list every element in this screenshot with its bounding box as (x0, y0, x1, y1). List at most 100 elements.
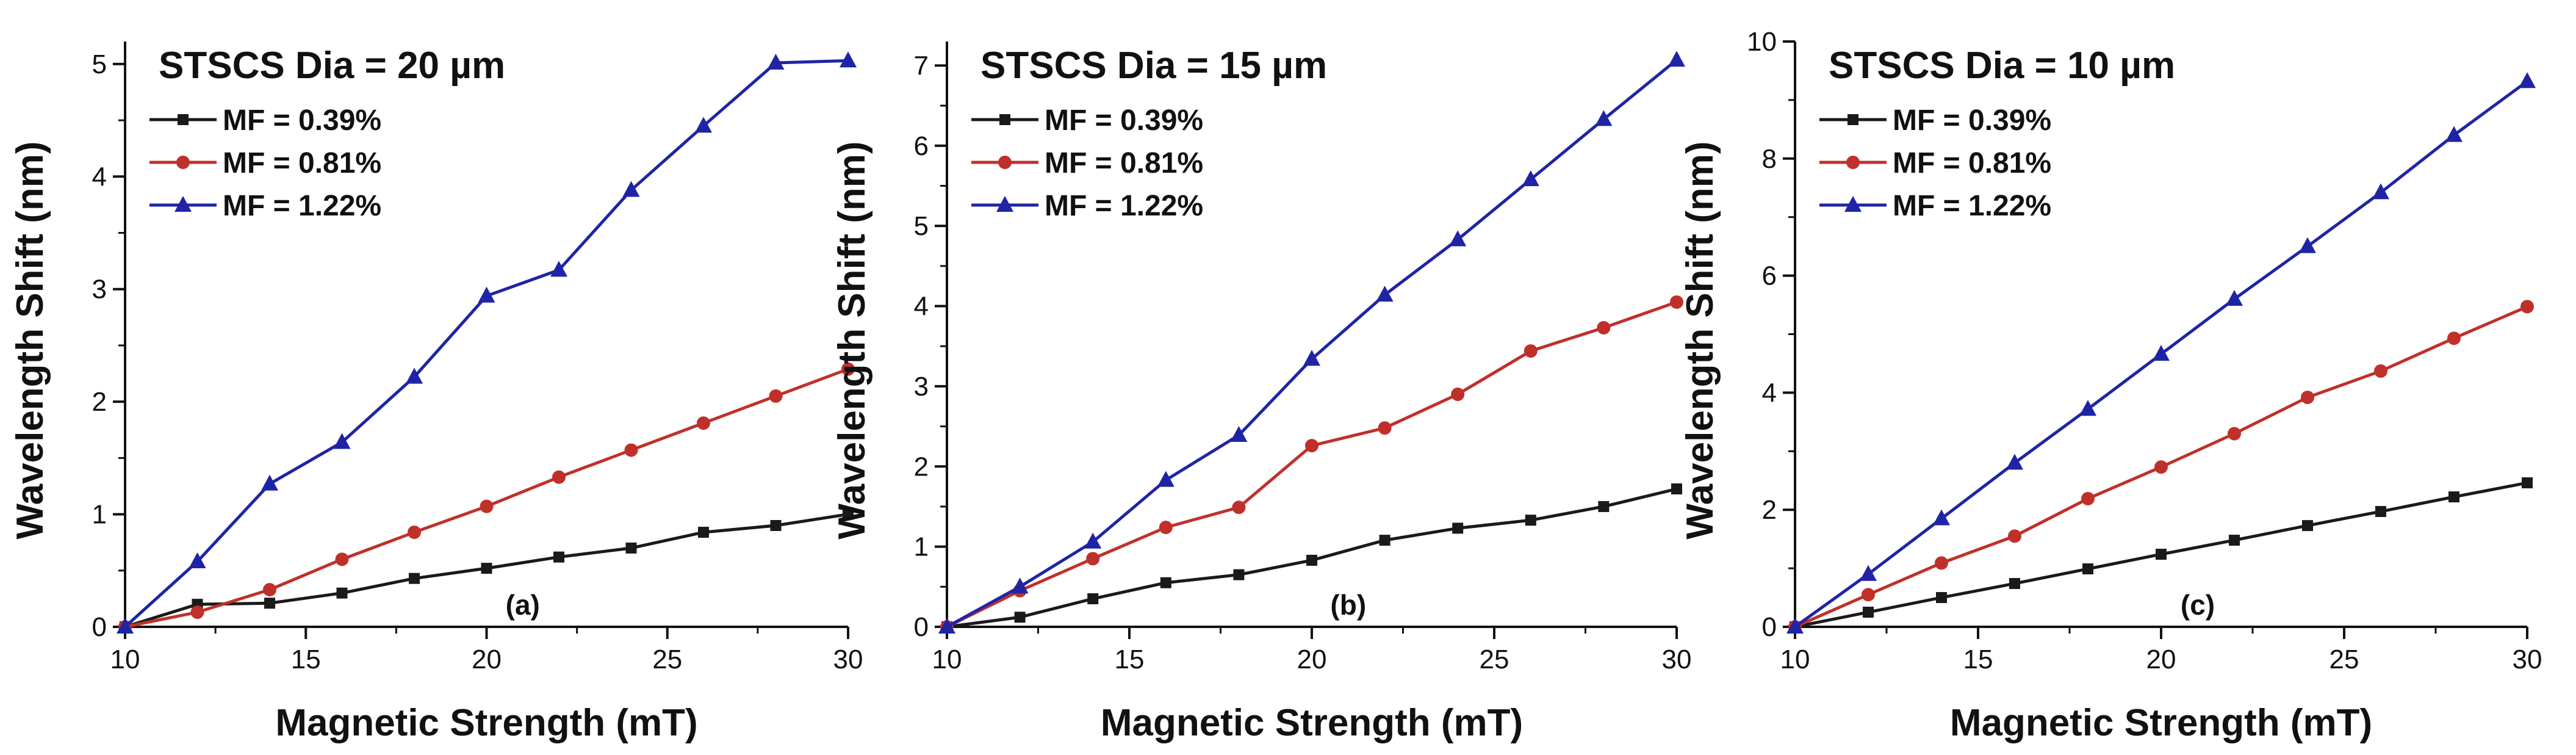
data-point (1668, 51, 1685, 67)
data-point (263, 583, 276, 597)
data-point (1449, 230, 1467, 247)
data-point (2301, 391, 2314, 405)
x-tick-label: 25 (652, 645, 682, 674)
series-line-3 (946, 59, 1678, 629)
data-point (2447, 331, 2461, 345)
data-point (624, 443, 638, 457)
legend-label: MF = 0.81% (223, 147, 381, 179)
y-tick-label: 2 (92, 387, 107, 417)
data-point (1863, 607, 1874, 618)
series-line-3 (124, 59, 849, 628)
y-tick-label: 1 (914, 532, 929, 562)
data-point (622, 181, 640, 197)
legend-marker (996, 196, 1013, 212)
y-tick-label: 0 (914, 612, 929, 642)
data-point (770, 520, 782, 532)
data-point (1305, 439, 1319, 453)
data-point (1159, 521, 1173, 535)
data-point (552, 470, 566, 484)
data-point (2229, 535, 2240, 546)
y-tick-label: 4 (92, 162, 107, 192)
data-point (698, 527, 709, 538)
data-point (1011, 577, 1029, 594)
data-point (333, 433, 351, 449)
data-point (1786, 618, 1804, 634)
y-tick-label: 0 (92, 612, 107, 642)
y-tick-label: 5 (92, 49, 107, 79)
data-point (625, 542, 637, 554)
y-tick-label: 2 (914, 452, 929, 482)
legend-entry: MF = 1.22% (149, 190, 381, 222)
legend-entry: MF = 1.22% (971, 190, 1203, 222)
y-axis-title: Wavelength Shift (nm) (831, 141, 873, 539)
legend-label: MF = 0.39% (223, 104, 381, 137)
data-point (1862, 588, 1875, 602)
panel-tag: (b) (1330, 589, 1366, 621)
y-tick-label: 3 (92, 275, 107, 305)
y-tick-label: 0 (1762, 612, 1777, 642)
data-point (2375, 506, 2386, 518)
data-point (2522, 477, 2533, 489)
data-point (1378, 421, 1392, 435)
panel-title: STSCS Dia = 10 µm (1829, 45, 2175, 87)
data-point (840, 51, 857, 68)
y-tick-label: 4 (914, 292, 929, 322)
x-axis-title: Magnetic Strength (mT) (1950, 702, 2372, 744)
data-point (1670, 295, 1683, 309)
x-tick-label: 20 (1297, 645, 1327, 674)
y-tick-label: 10 (1747, 27, 1777, 57)
panel-title: STSCS Dia = 20 µm (159, 45, 505, 87)
data-point (1933, 509, 1950, 526)
data-point (480, 499, 494, 513)
data-point (1087, 593, 1099, 605)
legend-label: MF = 0.39% (1893, 104, 2051, 137)
panel-title: STSCS Dia = 15 µm (980, 45, 1327, 87)
data-point (2302, 520, 2313, 532)
y-tick-label: 2 (1762, 495, 1777, 525)
legend-marker (1844, 196, 1862, 212)
legend-entry: MF = 0.39% (1819, 104, 2051, 137)
x-tick-label: 25 (2330, 645, 2359, 674)
data-point (1157, 471, 1175, 487)
data-point (1232, 500, 1246, 515)
data-point (2079, 400, 2096, 416)
data-point (335, 552, 349, 566)
x-tick-label: 30 (2513, 645, 2542, 674)
y-tick-label: 7 (914, 51, 929, 81)
chart-panel-2: 0 1 2 3 4 5 6 7 10 15 20 25 30 Magnetic Strength (mT)… (831, 42, 1691, 744)
data-point (1084, 532, 1102, 549)
data-point (406, 367, 423, 384)
data-point (1230, 426, 1248, 443)
data-point (695, 117, 712, 133)
data-point (767, 54, 785, 70)
data-point (2299, 237, 2316, 253)
data-point (2520, 300, 2534, 314)
data-point (2156, 549, 2167, 560)
data-point (2082, 563, 2093, 575)
legend-entry: MF = 0.81% (1819, 147, 2051, 179)
data-point (1671, 483, 1682, 495)
x-tick-label: 20 (472, 645, 502, 674)
legend-marker (998, 156, 1012, 169)
x-tick-label: 30 (833, 645, 863, 674)
data-point (261, 474, 278, 491)
data-point (1597, 320, 1611, 334)
data-point (1160, 577, 1171, 588)
x-tick-label: 10 (932, 645, 962, 674)
data-point (408, 526, 421, 540)
data-point (1233, 569, 1245, 580)
x-tick-label: 30 (1662, 645, 1692, 674)
data-point (2226, 289, 2243, 306)
y-tick-label: 8 (1762, 144, 1777, 174)
data-point (2374, 364, 2387, 378)
data-point (550, 261, 567, 277)
x-tick-label: 10 (110, 645, 140, 674)
legend-entry: MF = 1.22% (1819, 190, 2051, 222)
y-tick-label: 6 (914, 131, 929, 161)
chart-panel-1: 0 1 2 3 4 5 10 15 20 25 30 Magnetic Strength (mT) Wa… (9, 42, 863, 744)
data-point (1379, 535, 1391, 546)
data-point (481, 563, 492, 574)
legend-entry: MF = 0.39% (149, 104, 381, 137)
data-point (1935, 556, 1948, 570)
data-point (1522, 170, 1539, 186)
